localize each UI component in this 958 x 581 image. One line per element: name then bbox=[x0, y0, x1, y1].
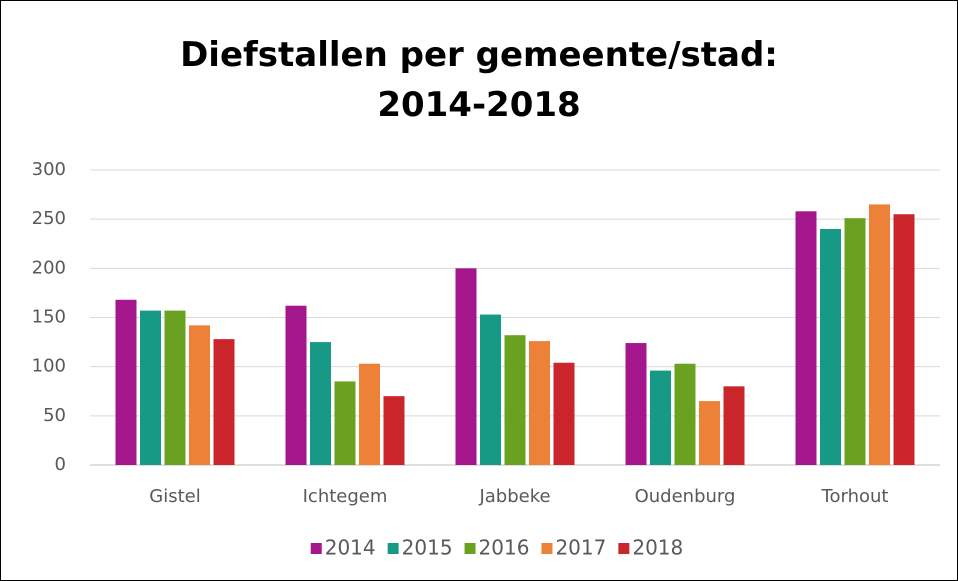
bar bbox=[115, 299, 137, 465]
legend-label: 2015 bbox=[402, 536, 453, 560]
bar bbox=[674, 363, 696, 465]
legend-swatch bbox=[310, 543, 322, 554]
bar bbox=[455, 268, 477, 465]
x-tick-label: Torhout bbox=[821, 486, 889, 507]
bar bbox=[844, 218, 866, 465]
bar bbox=[334, 381, 356, 465]
legend-label: 2017 bbox=[555, 536, 606, 560]
bar bbox=[213, 339, 235, 465]
legend-label: 2016 bbox=[479, 536, 530, 560]
bar bbox=[285, 305, 307, 465]
bar bbox=[795, 211, 817, 465]
x-tick-label: Jabbeke bbox=[478, 486, 550, 507]
bar bbox=[893, 214, 915, 465]
bar bbox=[164, 310, 186, 465]
bar bbox=[529, 341, 550, 465]
chart-title: Diefstallen per gemeente/stad: 2014-2018 bbox=[180, 35, 778, 125]
legend-swatch bbox=[464, 543, 476, 554]
x-tick-label: Ichtegem bbox=[303, 486, 388, 507]
bar bbox=[650, 370, 671, 465]
bar bbox=[504, 335, 526, 465]
bar bbox=[310, 342, 331, 465]
bar bbox=[140, 310, 161, 465]
y-tick-label: 200 bbox=[32, 257, 66, 278]
x-tick-label: Oudenburg bbox=[635, 486, 736, 507]
bar bbox=[869, 204, 890, 465]
bar bbox=[189, 325, 210, 465]
x-tick-label: Gistel bbox=[149, 486, 200, 507]
bar bbox=[699, 401, 720, 465]
y-tick-label: 100 bbox=[32, 356, 66, 377]
legend-swatch bbox=[618, 543, 630, 554]
y-tick-label: 300 bbox=[32, 159, 66, 180]
y-tick-label: 50 bbox=[43, 405, 66, 426]
y-tick-label: 0 bbox=[55, 454, 66, 475]
bar bbox=[625, 343, 647, 465]
bar bbox=[383, 396, 405, 465]
legend-swatch bbox=[387, 543, 399, 554]
bar bbox=[723, 386, 745, 465]
legend-swatch bbox=[541, 543, 553, 554]
legend-label: 2014 bbox=[325, 536, 376, 560]
y-tick-label: 150 bbox=[32, 307, 66, 328]
bar bbox=[359, 363, 380, 465]
legend-label: 2018 bbox=[632, 536, 683, 560]
bar bbox=[480, 314, 501, 465]
bar bbox=[820, 229, 841, 465]
bar bbox=[553, 362, 575, 465]
y-tick-label: 250 bbox=[32, 208, 66, 229]
